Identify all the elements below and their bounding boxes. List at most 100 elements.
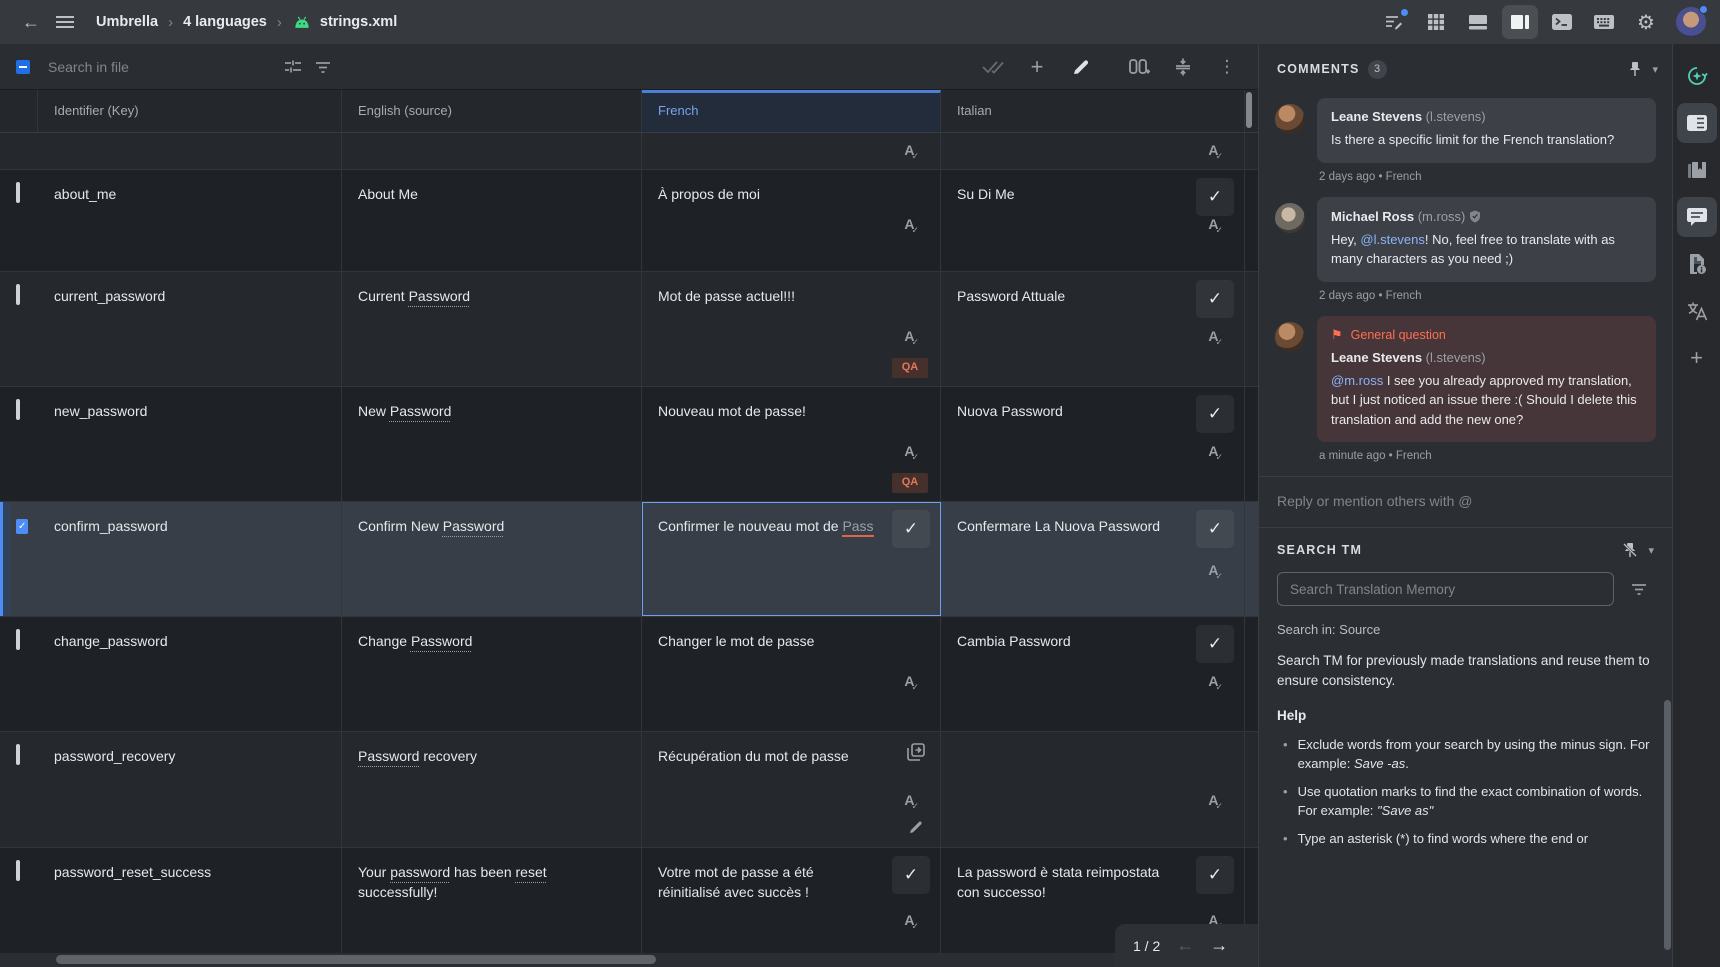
approve-translation-button[interactable]: ✓ bbox=[892, 856, 930, 894]
approve-translation-button[interactable]: ✓ bbox=[892, 510, 930, 548]
pin-panel-icon[interactable] bbox=[1628, 61, 1642, 77]
column-header-key[interactable]: Identifier (Key) bbox=[38, 90, 342, 132]
spellcheck-icon[interactable]: A✓ bbox=[1208, 443, 1223, 462]
search-in-file-input[interactable] bbox=[48, 58, 278, 75]
comments-panel-icon[interactable] bbox=[1676, 197, 1717, 237]
italian-cell[interactable]: A✓ bbox=[941, 133, 1245, 169]
qa-issue-badge[interactable]: QA bbox=[892, 473, 928, 493]
spellcheck-icon[interactable]: A✓ bbox=[904, 673, 919, 692]
row-checkbox[interactable] bbox=[16, 182, 20, 203]
glossary-icon[interactable] bbox=[1677, 150, 1717, 190]
bottom-panel-layout-icon[interactable] bbox=[1460, 5, 1496, 39]
tasks-notes-icon[interactable] bbox=[1376, 5, 1412, 39]
ai-assistant-icon[interactable] bbox=[1677, 56, 1717, 96]
row-checkbox[interactable] bbox=[16, 399, 20, 420]
collapse-rows-icon[interactable] bbox=[1168, 52, 1198, 82]
key-cell[interactable]: new_password bbox=[38, 387, 342, 501]
spellcheck-icon[interactable]: A✓ bbox=[904, 443, 919, 462]
french-cell[interactable]: A✓ bbox=[642, 133, 941, 169]
source-cell[interactable]: Current Password bbox=[342, 272, 642, 386]
french-cell[interactable]: Votre mot de passe a été réinitialisé av… bbox=[642, 848, 941, 966]
breadcrumb-file[interactable]: strings.xml bbox=[319, 14, 398, 30]
horizontal-scrollbar[interactable] bbox=[0, 953, 1258, 967]
source-cell[interactable]: Change Password bbox=[342, 617, 642, 731]
key-cell[interactable]: password_reset_success bbox=[38, 848, 342, 966]
approve-translation-button[interactable]: ✓ bbox=[1196, 625, 1234, 663]
editor-panel-icon[interactable] bbox=[1676, 103, 1717, 143]
search-tm-input[interactable] bbox=[1277, 572, 1614, 606]
edit-icon[interactable] bbox=[1066, 52, 1096, 82]
french-cell[interactable]: Changer le mot de passe A✓ bbox=[642, 617, 941, 731]
more-options-icon[interactable]: ⋮ bbox=[1218, 56, 1236, 76]
key-cell[interactable]: password_recovery bbox=[38, 732, 342, 847]
approve-translation-button[interactable]: ✓ bbox=[1196, 395, 1234, 433]
row-checkbox[interactable] bbox=[16, 860, 20, 881]
italian-cell[interactable]: Password Attuale ✓ A✓ bbox=[941, 272, 1245, 386]
french-cell[interactable]: Mot de passe actuel!!! A✓ QA bbox=[642, 272, 941, 386]
approve-translation-button[interactable]: ✓ bbox=[1196, 856, 1234, 894]
spellcheck-icon[interactable]: A✓ bbox=[1208, 673, 1223, 692]
key-cell[interactable]: current_password bbox=[38, 272, 342, 386]
next-page-button[interactable]: → bbox=[1210, 935, 1229, 955]
source-cell[interactable]: Password recovery bbox=[342, 732, 642, 847]
back-icon[interactable]: ← bbox=[22, 11, 40, 32]
previous-page-button[interactable]: ← bbox=[1176, 935, 1195, 955]
tm-filter-icon[interactable] bbox=[1624, 574, 1654, 604]
right-panel-layout-icon[interactable] bbox=[1502, 5, 1538, 39]
approve-translation-button[interactable]: ✓ bbox=[1196, 510, 1234, 548]
collapse-comments-icon[interactable]: ▾ bbox=[1652, 63, 1658, 76]
french-cell[interactable]: Nouveau mot de passe! A✓ QA bbox=[642, 387, 941, 501]
column-header-french[interactable]: French bbox=[642, 90, 941, 132]
mention-link[interactable]: @l.stevens bbox=[1360, 231, 1425, 247]
spellcheck-icon[interactable]: A✓ bbox=[904, 142, 919, 161]
breadcrumb-languages[interactable]: 4 languages bbox=[183, 14, 267, 30]
tune-filters-icon[interactable] bbox=[278, 52, 308, 82]
row-checkbox[interactable] bbox=[16, 744, 20, 765]
spellcheck-icon[interactable]: A✓ bbox=[1208, 328, 1223, 347]
unpin-panel-icon[interactable] bbox=[1622, 542, 1638, 558]
mention-link[interactable]: @m.ross bbox=[1331, 372, 1384, 388]
duplicate-keys-icon[interactable] bbox=[1124, 52, 1154, 82]
spellcheck-icon[interactable]: A✓ bbox=[1208, 142, 1223, 161]
qa-issue-badge[interactable]: QA bbox=[892, 358, 928, 378]
column-header-italian[interactable]: Italian bbox=[941, 90, 1245, 132]
french-cell[interactable]: Récupération du mot de passe A✓ bbox=[642, 732, 941, 847]
filter-icon[interactable] bbox=[308, 52, 338, 82]
key-cell[interactable] bbox=[38, 133, 342, 169]
row-checkbox-checked[interactable]: ✓ bbox=[16, 519, 29, 534]
source-cell[interactable]: New Password bbox=[342, 387, 642, 501]
comment-author[interactable]: Leane Stevens bbox=[1331, 109, 1423, 124]
key-cell[interactable]: about_me bbox=[38, 170, 342, 271]
approve-translation-button[interactable]: ✓ bbox=[1196, 280, 1234, 318]
commenter-avatar[interactable] bbox=[1275, 202, 1305, 233]
italian-cell[interactable]: A✓ bbox=[941, 732, 1245, 847]
french-cell-active[interactable]: Confirmer le nouveau mot de Pass ✓ bbox=[642, 502, 941, 616]
row-checkbox[interactable] bbox=[16, 284, 20, 305]
italian-cell[interactable]: Nuova Password ✓ A✓ bbox=[941, 387, 1245, 501]
keyboard-icon[interactable] bbox=[1586, 5, 1622, 39]
collapse-search-tm-icon[interactable]: ▾ bbox=[1648, 544, 1654, 557]
terminal-icon[interactable] bbox=[1544, 5, 1580, 39]
comment-author[interactable]: Leane Stevens bbox=[1331, 349, 1423, 365]
source-cell[interactable] bbox=[342, 133, 642, 169]
commenter-avatar[interactable] bbox=[1275, 321, 1305, 352]
approve-translation-button[interactable]: ✓ bbox=[1196, 178, 1234, 216]
source-cell[interactable]: Confirm New Password bbox=[342, 502, 642, 616]
italian-cell[interactable]: Su Di Me ✓ A✓ bbox=[941, 170, 1245, 271]
grid-view-icon[interactable] bbox=[1418, 5, 1454, 39]
row-checkbox[interactable] bbox=[16, 629, 20, 650]
spellcheck-icon[interactable]: A✓ bbox=[1208, 562, 1223, 581]
spellcheck-icon[interactable]: A✓ bbox=[904, 912, 919, 931]
source-cell[interactable]: About Me bbox=[342, 170, 642, 271]
spellcheck-icon[interactable]: A✓ bbox=[904, 216, 919, 235]
approve-all-icon[interactable] bbox=[978, 52, 1008, 82]
french-cell[interactable]: À propos de moi A✓ bbox=[642, 170, 941, 271]
add-key-icon[interactable]: + bbox=[1030, 53, 1044, 79]
horizontal-scrollbar-thumb[interactable] bbox=[56, 955, 656, 964]
settings-gear-icon[interactable]: ⚙ bbox=[1637, 11, 1655, 34]
column-header-english[interactable]: English (source) bbox=[342, 90, 642, 132]
spellcheck-icon[interactable]: A✓ bbox=[1208, 792, 1223, 811]
key-cell[interactable]: confirm_password bbox=[38, 502, 342, 616]
source-cell[interactable]: Your password has been reset successfull… bbox=[342, 848, 642, 966]
key-details-icon[interactable] bbox=[1677, 244, 1717, 284]
